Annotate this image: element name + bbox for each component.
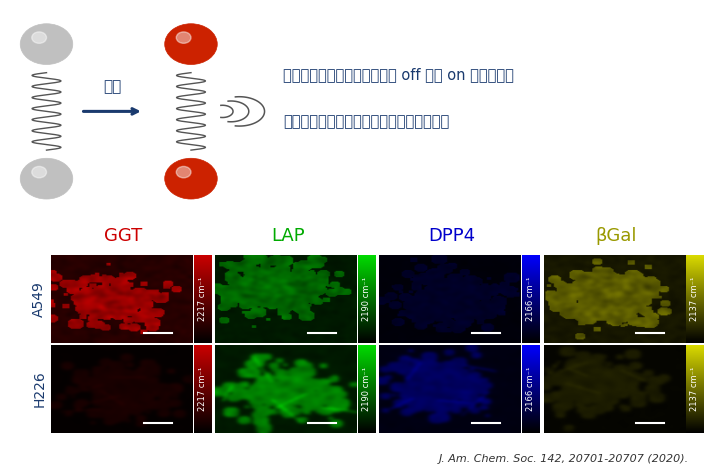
Text: 2190 cm⁻¹: 2190 cm⁻¹ (362, 366, 371, 411)
Text: 酵素: 酵素 (103, 80, 121, 94)
Circle shape (165, 24, 217, 64)
Text: A549: A549 (32, 281, 46, 317)
Circle shape (176, 32, 191, 43)
Text: LAP: LAP (271, 228, 305, 246)
Text: 2166 cm⁻¹: 2166 cm⁻¹ (526, 276, 535, 321)
Circle shape (176, 166, 191, 178)
Text: 2137 cm⁻¹: 2137 cm⁻¹ (690, 276, 699, 321)
Circle shape (32, 166, 47, 178)
Text: βGal: βGal (596, 228, 637, 246)
Circle shape (165, 158, 217, 199)
Text: 2217 cm⁻¹: 2217 cm⁻¹ (198, 276, 207, 321)
Text: GGT: GGT (104, 228, 143, 246)
Text: 2166 cm⁻¹: 2166 cm⁻¹ (526, 366, 535, 411)
Text: 2190 cm⁻¹: 2190 cm⁻¹ (362, 276, 371, 321)
Text: H226: H226 (32, 370, 46, 407)
Text: 2217 cm⁻¹: 2217 cm⁻¹ (198, 366, 207, 411)
Text: DPP4: DPP4 (428, 228, 476, 246)
Text: アクチベータブル型ラマンプローブを開発: アクチベータブル型ラマンプローブを開発 (283, 114, 449, 129)
Circle shape (20, 24, 72, 64)
Circle shape (20, 158, 72, 199)
Circle shape (32, 32, 47, 43)
Text: 2137 cm⁻¹: 2137 cm⁻¹ (690, 366, 699, 411)
Text: J. Am. Chem. Soc. 142, 20701-20707 (2020).: J. Am. Chem. Soc. 142, 20701-20707 (2020… (439, 454, 689, 464)
Text: 酵素と反応してラマン信号が off から on に変化する: 酵素と反応してラマン信号が off から on に変化する (283, 67, 513, 82)
